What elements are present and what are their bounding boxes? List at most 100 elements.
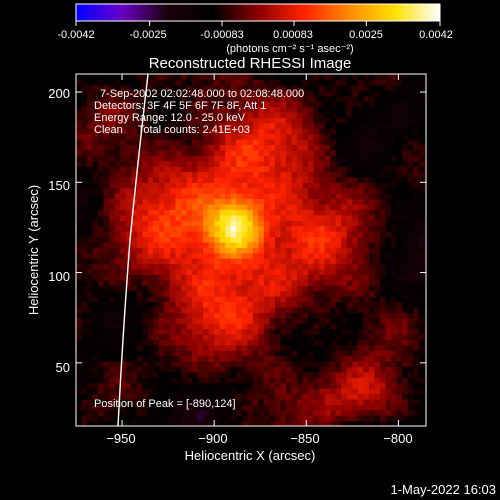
heatmap-cell-3360 xyxy=(357,176,364,183)
heatmap-cell-3666 xyxy=(385,279,392,286)
heatmap-cell-2041 xyxy=(247,279,254,286)
heatmap-cell-1324 xyxy=(186,290,193,297)
heatmap-cell-12 xyxy=(76,355,83,362)
heatmap-cell-2809 xyxy=(313,344,320,351)
heatmap-cell-335 xyxy=(103,366,110,373)
heatmap-cell-387 xyxy=(103,84,110,91)
heatmap-cell-2883 xyxy=(319,296,326,303)
heatmap-cell-1740 xyxy=(219,149,226,156)
heatmap-cell-1078 xyxy=(164,214,171,221)
heatmap-cell-969 xyxy=(153,101,160,108)
heatmap-cell-3931 xyxy=(407,252,414,259)
heatmap-cell-3450 xyxy=(368,393,376,400)
heatmap-cell-18 xyxy=(76,323,83,330)
heatmap-cell-1108 xyxy=(169,404,177,411)
heatmap-cell-3455 xyxy=(368,366,376,373)
heatmap-cell-2974 xyxy=(324,155,331,162)
heatmap-cell-3111 xyxy=(335,117,342,124)
heatmap-cell-2783 xyxy=(308,133,315,140)
heatmap-cell-2978 xyxy=(324,133,331,140)
heatmap-cell-1296 xyxy=(181,90,188,97)
heatmap-cell-2320 xyxy=(269,176,276,183)
heatmap-cell-182 xyxy=(87,138,94,145)
heatmap-cell-2242 xyxy=(263,247,271,254)
heatmap-cell-381 xyxy=(103,117,110,124)
heatmap-cell-1547 xyxy=(203,138,210,145)
heatmap-cell-4020 xyxy=(413,122,420,129)
heatmap-cell-1358 xyxy=(186,106,193,113)
heatmap-cell-3176 xyxy=(341,117,348,124)
heatmap-cell-802 xyxy=(142,301,149,308)
heatmap-cell-1913 xyxy=(236,268,243,275)
heatmap-cell-948 xyxy=(153,214,160,221)
heatmap-cell-3196 xyxy=(346,361,353,368)
heatmap-cell-73 xyxy=(81,377,88,384)
heatmap-cell-2827 xyxy=(313,247,320,254)
heatmap-cell-3461 xyxy=(368,333,376,340)
heatmap-cell-877 xyxy=(147,247,154,254)
heatmap-cell-309 xyxy=(98,155,105,162)
heatmap-cell-3685 xyxy=(385,176,392,183)
heatmap-cell-866 xyxy=(147,306,154,313)
heatmap-cell-1213 xyxy=(175,187,182,194)
heatmap-cell-2557 xyxy=(291,301,298,308)
heatmap-cell-419 xyxy=(109,263,116,270)
heatmap-cell-3617 xyxy=(379,193,387,200)
heatmap-cell-2189 xyxy=(258,182,265,189)
heatmap-cell-2547 xyxy=(291,355,298,362)
heatmap-cell-807 xyxy=(142,274,149,281)
heatmap-cell-1406 xyxy=(192,198,199,205)
heatmap-cell-4097 xyxy=(424,409,426,416)
heatmap-cell-84 xyxy=(81,317,88,324)
heatmap-cell-2361 xyxy=(274,306,282,313)
heatmap-cell-1364 xyxy=(186,74,193,81)
heatmap-cell-589 xyxy=(125,398,132,405)
heatmap-cell-3642 xyxy=(385,409,392,416)
heatmap-cell-1760 xyxy=(225,393,232,400)
heatmap-cell-2230 xyxy=(263,312,271,319)
heatmap-cell-325 xyxy=(103,420,110,426)
heatmap-cell-3744 xyxy=(391,209,398,216)
heatmap-cell-2444 xyxy=(280,209,287,216)
heatmap-cell-1499 xyxy=(203,398,210,405)
heatmap-cell-3151 xyxy=(341,252,348,259)
heatmap-cell-706 xyxy=(131,117,138,124)
heatmap-cell-3697 xyxy=(385,111,392,118)
plot-area xyxy=(76,74,426,426)
heatmap-cell-4129 xyxy=(424,236,426,243)
heatmap-cell-1992 xyxy=(241,193,248,200)
heatmap-cell-1582 xyxy=(208,301,215,308)
heatmap-cell-1529 xyxy=(203,236,210,243)
heatmap-cell-2717 xyxy=(302,138,309,145)
heatmap-cell-171 xyxy=(87,198,94,205)
heatmap-cell-297 xyxy=(98,220,105,227)
heatmap-cell-4066 xyxy=(418,225,425,232)
heatmap-cell-2842 xyxy=(313,166,320,173)
heatmap-cell-8 xyxy=(76,377,83,384)
heatmap-cell-3926 xyxy=(407,279,414,286)
heatmap-cell-1850 xyxy=(230,258,237,265)
heatmap-cell-1278 xyxy=(181,187,188,194)
heatmap-cell-3934 xyxy=(407,236,414,243)
heatmap-cell-1673 xyxy=(214,160,221,167)
heatmap-cell-2115 xyxy=(252,231,259,238)
heatmap-cell-304 xyxy=(98,182,105,189)
heatmap-cell-771 xyxy=(136,117,143,124)
heatmap-cell-1015 xyxy=(158,203,166,210)
heatmap-cell-3887 xyxy=(402,138,409,145)
heatmap-cell-1506 xyxy=(203,361,210,368)
heatmap-cell-1509 xyxy=(203,344,210,351)
heatmap-cell-2803 xyxy=(313,377,320,384)
heatmap-cell-3257 xyxy=(352,382,359,389)
x-tick-label-3: −800 xyxy=(383,431,412,446)
heatmap-cell-485 xyxy=(114,258,121,265)
heatmap-cell-1092 xyxy=(164,138,171,145)
heatmap-cell-3033 xyxy=(330,187,337,194)
heatmap-cell-2997 xyxy=(330,382,337,389)
heatmap-cell-1237 xyxy=(181,409,188,416)
heatmap-cell-4061 xyxy=(418,252,425,259)
heatmap-cell-3905 xyxy=(407,393,414,400)
heatmap-cell-3034 xyxy=(330,182,337,189)
heatmap-cell-2467 xyxy=(280,84,287,91)
heatmap-cell-3538 xyxy=(374,268,381,275)
